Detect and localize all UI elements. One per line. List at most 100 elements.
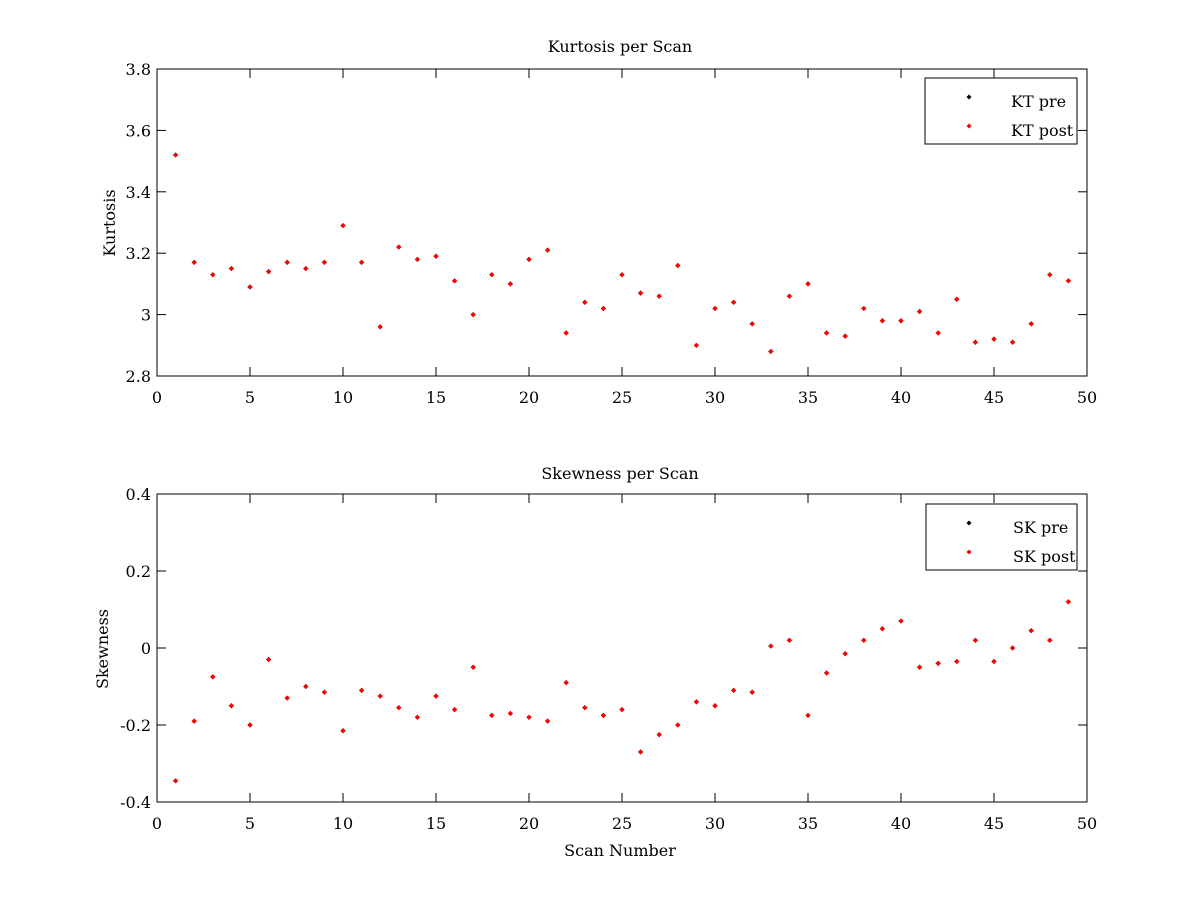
skewness-y-tick-label: 0.4 bbox=[126, 485, 151, 504]
kurtosis-x-tick-label: 50 bbox=[1077, 388, 1097, 407]
kurtosis-post-point bbox=[359, 259, 365, 266]
skewness-x-tick-label: 15 bbox=[426, 814, 446, 833]
kurtosis-post-point bbox=[768, 348, 774, 355]
kurtosis-post-point bbox=[526, 256, 532, 262]
skewness-x-tick-label: 40 bbox=[891, 814, 911, 833]
skewness-post-point bbox=[712, 703, 718, 709]
skewness-post-point bbox=[898, 618, 904, 624]
kurtosis-y-axis-label: Kurtosis bbox=[100, 189, 119, 256]
skewness-post-point bbox=[173, 778, 179, 784]
skewness-legend-marker-post bbox=[966, 549, 972, 555]
kurtosis-x-tick-label: 0 bbox=[152, 388, 162, 407]
skewness-post-point bbox=[359, 687, 365, 693]
skewness-post-point bbox=[935, 660, 941, 666]
skewness-post-point bbox=[321, 689, 327, 695]
kurtosis-legend-marker-post bbox=[966, 123, 972, 129]
skewness-post-point bbox=[396, 705, 402, 711]
kurtosis-x-tick-label: 5 bbox=[245, 388, 255, 407]
kurtosis-post-point bbox=[805, 281, 811, 287]
kurtosis-legend: KT pre KT post bbox=[924, 77, 1078, 145]
skewness-post-point bbox=[879, 626, 885, 632]
skewness-x-tick-label: 5 bbox=[245, 814, 255, 833]
kurtosis-post-point bbox=[954, 296, 960, 302]
kurtosis-x-tick-label: 10 bbox=[333, 388, 353, 407]
kurtosis-y-tick-label: 3.4 bbox=[126, 183, 151, 202]
skewness-legend-box bbox=[925, 503, 1078, 571]
skewness-post-point bbox=[1010, 645, 1016, 651]
skewness-post-point bbox=[507, 710, 513, 717]
kurtosis-y-tick-label: 3.8 bbox=[126, 60, 151, 79]
skewness-post-point bbox=[377, 693, 383, 699]
kurtosis-post-point bbox=[228, 265, 234, 272]
kurtosis-post-point bbox=[693, 342, 699, 348]
kurtosis-post-point bbox=[414, 256, 420, 262]
skewness-post-point bbox=[452, 707, 458, 713]
kurtosis-x-tick-label: 25 bbox=[612, 388, 632, 407]
kurtosis-post-point bbox=[935, 330, 941, 336]
kurtosis-post-point bbox=[582, 299, 588, 305]
skewness-post-point bbox=[842, 651, 848, 657]
skewness-x-tick-label: 30 bbox=[705, 814, 725, 833]
kurtosis-legend-label-pre: KT pre bbox=[1011, 92, 1066, 111]
skewness-y-axis-label: Skewness bbox=[93, 609, 112, 689]
skewness-x-tick-label: 20 bbox=[519, 814, 539, 833]
skewness-post-point bbox=[266, 656, 272, 663]
kurtosis-x-tick-label: 45 bbox=[984, 388, 1004, 407]
kurtosis-post-point bbox=[545, 247, 551, 253]
skewness-y-tick-label: 0.2 bbox=[126, 562, 151, 581]
skewness-post-point bbox=[228, 703, 234, 709]
skewness-legend-marker-pre bbox=[966, 520, 972, 526]
kurtosis-post-point bbox=[1065, 278, 1071, 284]
kurtosis-post-point bbox=[191, 259, 197, 266]
skewness-x-axis-label: Scan Number bbox=[564, 841, 676, 860]
skewness-chart-title: Skewness per Scan bbox=[541, 464, 698, 483]
kurtosis-legend-label-post: KT post bbox=[1011, 121, 1074, 140]
skewness-y-tick-label: -0.4 bbox=[120, 793, 151, 812]
kurtosis-post-point bbox=[786, 293, 792, 299]
skewness-post-point bbox=[470, 664, 476, 670]
skewness-post-point bbox=[824, 670, 830, 676]
skewness-post-point bbox=[303, 683, 309, 690]
kurtosis-post-point bbox=[489, 272, 495, 278]
skewness-x-tick-label: 35 bbox=[798, 814, 818, 833]
skewness-post-point bbox=[247, 722, 253, 728]
skewness-post-point bbox=[582, 705, 588, 711]
skewness-legend-label-pre: SK pre bbox=[1013, 518, 1068, 537]
kurtosis-y-tick-label: 3.6 bbox=[126, 121, 151, 140]
kurtosis-post-point bbox=[675, 262, 681, 269]
kurtosis-post-point bbox=[321, 259, 327, 266]
kurtosis-post-point bbox=[600, 305, 606, 312]
kurtosis-post-point bbox=[452, 278, 458, 284]
skewness-subplot: Skewness per Scan Skewness Scan Number 0… bbox=[93, 464, 1097, 860]
skewness-post-point bbox=[786, 637, 792, 643]
kurtosis-post-point bbox=[898, 318, 904, 324]
kurtosis-post-point bbox=[303, 265, 309, 272]
skewness-post-point bbox=[917, 664, 923, 670]
skewness-post-point bbox=[749, 689, 755, 695]
skewness-post-point bbox=[656, 732, 662, 738]
skewness-post-point bbox=[545, 718, 551, 724]
skewness-legend: SK pre SK post bbox=[925, 503, 1078, 571]
kurtosis-post-point bbox=[991, 336, 997, 342]
skewness-axes: 0 5 10 15 20 25 30 35 40 45 50 -0.4 -0.2 0 0.2 0.4 bbox=[120, 485, 1097, 833]
kurtosis-x-tick-label: 30 bbox=[705, 388, 725, 407]
kurtosis-y-tick-label: 3 bbox=[141, 306, 151, 325]
kurtosis-post-point bbox=[396, 244, 402, 250]
kurtosis-y-tick-label: 2.8 bbox=[126, 367, 151, 386]
kurtosis-post-point bbox=[972, 339, 978, 345]
skewness-post-point bbox=[861, 637, 867, 643]
skewness-x-tick-label: 25 bbox=[612, 814, 632, 833]
skewness-legend-label-post: SK post bbox=[1013, 547, 1076, 566]
kurtosis-post-point bbox=[433, 253, 439, 259]
skewness-post-point bbox=[731, 687, 737, 693]
skewness-post-point bbox=[340, 728, 346, 734]
kurtosis-post-point bbox=[861, 305, 867, 312]
skewness-x-tick-label: 10 bbox=[333, 814, 353, 833]
skewness-post-point bbox=[489, 712, 495, 718]
kurtosis-post-point bbox=[1010, 339, 1016, 345]
skewness-post-point bbox=[638, 749, 644, 755]
skewness-post-point bbox=[563, 680, 569, 686]
kurtosis-post-point bbox=[266, 269, 272, 275]
skewness-post-point bbox=[991, 658, 997, 665]
kurtosis-post-point bbox=[731, 299, 737, 305]
